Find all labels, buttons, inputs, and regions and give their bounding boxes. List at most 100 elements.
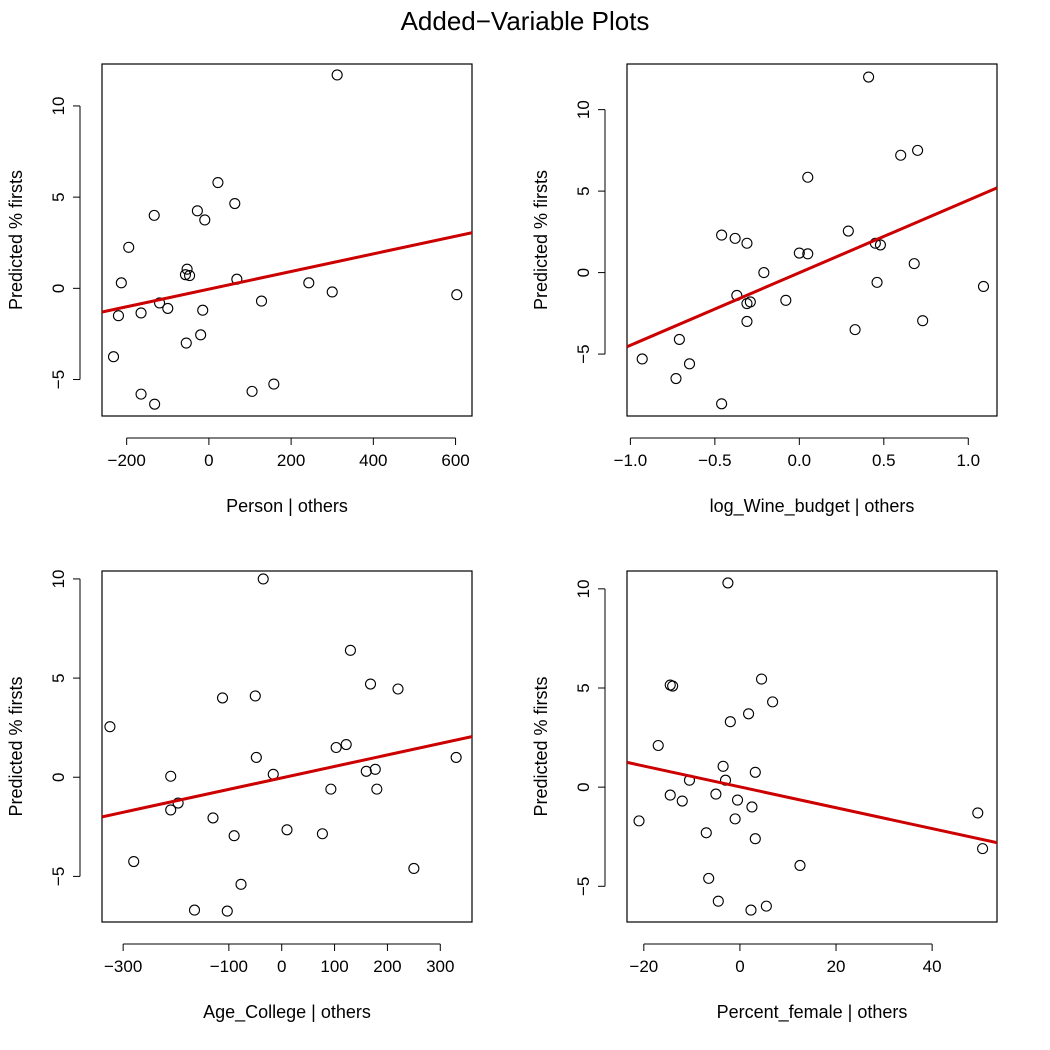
y-tick-label: 0 (49, 284, 68, 293)
data-point (912, 144, 924, 156)
data-point (123, 241, 135, 253)
data-point (104, 721, 116, 733)
data-point (229, 197, 241, 210)
y-tick-label: −5 (49, 867, 68, 886)
scatter-panel-log-wine-budget: −1.0 −0.5 0.0 0.5 1.0 −5 0 5 10 log_Wine_budget |… (531, 63, 998, 517)
y-tick-label: 10 (574, 100, 593, 119)
data-point (364, 678, 377, 690)
y-tick-label: 10 (574, 579, 593, 598)
data-point (154, 297, 166, 309)
scatter-panel-person: −200 0 200 400 600 −5 0 5 10 Person | others Predi… (6, 63, 473, 516)
data-point (162, 302, 174, 314)
y-tick-label: 10 (49, 96, 68, 115)
x-axis-title: Age_College | others (203, 1002, 371, 1023)
x-tick-label: 400 (359, 451, 387, 470)
data-point (741, 315, 753, 328)
data-point (255, 295, 268, 307)
x-tick-label: 20 (827, 957, 846, 976)
data-point (710, 788, 722, 800)
y-axis-title: Predicted % firsts (6, 170, 26, 310)
data-point (731, 794, 744, 806)
data-point (191, 205, 203, 217)
data-point (802, 248, 814, 260)
x-tick-label: 200 (277, 451, 305, 470)
data-point (325, 783, 337, 795)
data-point (716, 398, 728, 410)
data-point (636, 353, 648, 365)
x-tick-label: 0.5 (872, 451, 896, 470)
data-point (749, 833, 761, 845)
data-point (972, 807, 984, 819)
y-tick-label: −5 (574, 344, 593, 363)
data-point (316, 828, 328, 840)
x-tick-label: 200 (373, 957, 401, 976)
data-point (195, 329, 207, 341)
data-point (112, 310, 124, 322)
data-point (344, 644, 356, 656)
data-point (794, 859, 806, 872)
plot-frame (626, 570, 998, 923)
data-point (717, 760, 729, 772)
data-point (172, 797, 184, 809)
x-tick-label: 0.0 (788, 451, 812, 470)
data-point (683, 358, 696, 370)
x-tick-label: −100 (210, 957, 248, 976)
data-point (257, 573, 269, 585)
fit-line (102, 231, 472, 314)
data-point (895, 149, 907, 161)
y-tick-label: −5 (49, 370, 68, 389)
data-point (749, 766, 761, 778)
data-point (246, 385, 258, 397)
x-tick-label: −1.0 (614, 451, 648, 470)
data-point (188, 904, 201, 916)
data-point (268, 378, 280, 390)
data-point (780, 294, 792, 306)
data-point (755, 673, 768, 685)
x-tick-label: −200 (108, 451, 146, 470)
data-point (743, 708, 755, 720)
data-point (746, 801, 758, 813)
data-point (179, 269, 192, 281)
data-point (180, 337, 192, 349)
data-point (670, 372, 682, 385)
data-point (135, 388, 147, 400)
data-point (664, 789, 676, 801)
y-axis-title: Predicted % firsts (6, 676, 26, 816)
data-point (340, 738, 352, 751)
y-tick-label: 0 (49, 773, 68, 782)
data-point (871, 276, 883, 288)
data-point (842, 225, 854, 237)
x-axis-title: Percent_female | others (717, 1002, 908, 1023)
y-tick-label: 5 (574, 683, 593, 692)
x-tick-label: −0.5 (698, 451, 732, 470)
data-point (863, 71, 875, 83)
data-point (221, 905, 233, 917)
data-point (667, 680, 679, 692)
data-point (908, 258, 920, 270)
data-point (369, 763, 381, 775)
data-point (729, 232, 741, 244)
data-point (767, 696, 779, 708)
x-axis-title: log_Wine_budget | others (710, 496, 915, 517)
plot-frame (101, 63, 473, 417)
x-axis-title: Person | others (226, 496, 348, 516)
x-tick-label: −20 (629, 957, 658, 976)
data-point (716, 229, 728, 241)
data-point (249, 690, 261, 702)
y-tick-label: 5 (49, 673, 68, 682)
data-point (741, 237, 753, 249)
data-point (758, 267, 770, 279)
data-point (165, 804, 177, 816)
plot-frame (101, 570, 473, 923)
data-point (216, 692, 229, 704)
y-tick-label: 0 (574, 268, 593, 277)
plot-frame (626, 63, 998, 417)
data-point (703, 872, 715, 884)
data-point (676, 795, 688, 807)
x-tick-label: 300 (426, 957, 454, 976)
data-point (148, 209, 160, 221)
x-tick-label: 1.0 (956, 451, 980, 470)
data-point (115, 277, 127, 289)
data-point (392, 683, 404, 695)
